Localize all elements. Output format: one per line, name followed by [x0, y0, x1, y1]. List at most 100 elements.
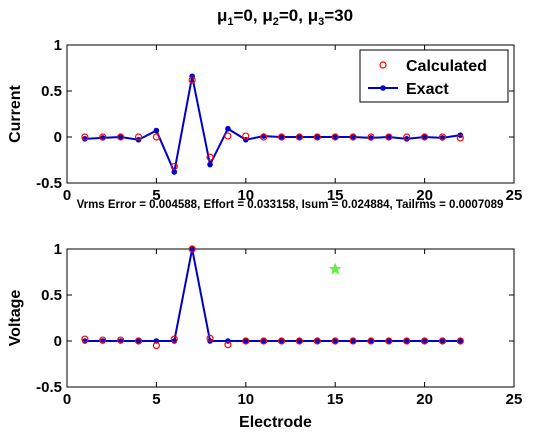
calculated-point	[188, 76, 196, 84]
x-tick-label: 5	[152, 187, 160, 204]
calculated-point	[99, 133, 107, 141]
calculated-point	[81, 335, 89, 343]
exact-point	[332, 338, 339, 344]
y-tick-label: -0.5	[36, 379, 62, 396]
exact-point	[260, 338, 267, 344]
plot-frame	[66, 248, 515, 388]
calculated-point	[403, 133, 411, 141]
calculated-point	[99, 336, 107, 344]
y-tick-label: 0.5	[41, 83, 62, 100]
calculated-point	[421, 337, 429, 345]
calculated-point	[260, 337, 268, 345]
exact-point	[225, 125, 231, 132]
y-tick-label: 1	[54, 241, 62, 258]
y-axis-label: Voltage	[7, 290, 24, 347]
legend-calculated-marker	[379, 61, 387, 69]
exact-point	[207, 161, 213, 168]
y-tick-label: 0	[54, 333, 62, 350]
x-tick-label: 0	[63, 187, 71, 204]
calculated-point	[385, 337, 393, 345]
calculated-point	[117, 133, 125, 141]
calculated-point	[242, 337, 250, 345]
calculated-point	[295, 337, 304, 345]
x-tick-label: 10	[237, 187, 254, 204]
y-tick-label: 0	[54, 129, 62, 146]
current-axes: 0 5 10 15 20 25-0.500.51CurrentCalculatedExac…	[7, 37, 522, 204]
exact-point	[421, 338, 428, 344]
calculated-point	[456, 337, 464, 345]
exact-point	[350, 134, 356, 140]
x-tick-label: 20	[416, 391, 433, 408]
calculated-point	[134, 337, 143, 345]
legend-exact-marker	[380, 85, 386, 91]
exact-point	[332, 134, 339, 140]
exact-point	[278, 134, 285, 140]
legend-label: Calculated	[406, 58, 487, 75]
calculated-point	[313, 337, 321, 345]
calculated-point	[349, 337, 357, 345]
title-part: μ	[308, 6, 318, 25]
calculated-point	[206, 334, 214, 342]
exact-point	[243, 338, 249, 344]
exact-point	[296, 134, 303, 140]
calculated-point	[117, 336, 125, 344]
exact-line	[84, 248, 461, 342]
exact-point	[457, 338, 464, 344]
calculated-point	[367, 133, 375, 141]
calculated-point	[367, 337, 375, 345]
calculated-point	[403, 337, 411, 345]
calculated-point	[81, 133, 89, 141]
x-tick-label: 10	[237, 391, 254, 408]
title-part: μ	[217, 6, 227, 25]
x-tick-label: 0	[63, 391, 71, 408]
calculated-point	[260, 133, 268, 141]
calculated-point	[385, 133, 393, 141]
title-part: μ	[262, 6, 272, 25]
x-tick-label: 25	[506, 391, 523, 408]
exact-point	[368, 338, 374, 344]
calculated-point	[188, 245, 196, 253]
x-tick-label: 15	[327, 391, 344, 408]
calculated-point	[242, 132, 250, 140]
title-part: 3	[318, 16, 324, 28]
exact-point	[439, 338, 446, 344]
calculated-point	[331, 337, 339, 345]
exact-point	[314, 134, 321, 140]
calculated-point	[421, 133, 429, 141]
exact-point	[153, 127, 160, 134]
exact-point	[421, 134, 428, 140]
exact-point	[386, 338, 392, 344]
calculated-point	[456, 134, 464, 142]
error-summary-title: Vrms Error = 0.004588, Effort = 0.033158…	[77, 199, 504, 211]
calculated-point	[438, 337, 447, 345]
y-axis-label: Current	[7, 84, 24, 142]
calculated-point	[313, 133, 321, 141]
y-tick-label: 0.5	[41, 287, 62, 304]
exact-point	[278, 338, 285, 344]
y-tick-label: -0.5	[36, 175, 62, 192]
exact-point	[171, 169, 178, 175]
calculated-point	[224, 341, 232, 349]
exact-point	[189, 246, 195, 252]
title-part: =0,	[279, 6, 308, 25]
x-tick-label: 25	[506, 187, 523, 204]
title-part: =0,	[233, 6, 262, 25]
x-axis-label: Electrode	[239, 414, 312, 431]
y-tick-label: 1	[54, 37, 62, 54]
exact-point	[386, 134, 392, 140]
calculated-point	[277, 337, 286, 345]
title-part: =30	[324, 6, 353, 25]
calculated-point	[224, 132, 232, 140]
exact-point	[135, 338, 142, 344]
calculated-point	[170, 162, 178, 171]
title-part: 1	[227, 16, 233, 28]
title-part: 2	[273, 16, 279, 28]
calculated-point	[438, 133, 447, 141]
exact-point	[314, 338, 321, 344]
exact-point	[350, 338, 356, 344]
calculated-point	[295, 133, 304, 141]
calculated-point	[134, 133, 143, 141]
calculated-point	[152, 342, 160, 350]
